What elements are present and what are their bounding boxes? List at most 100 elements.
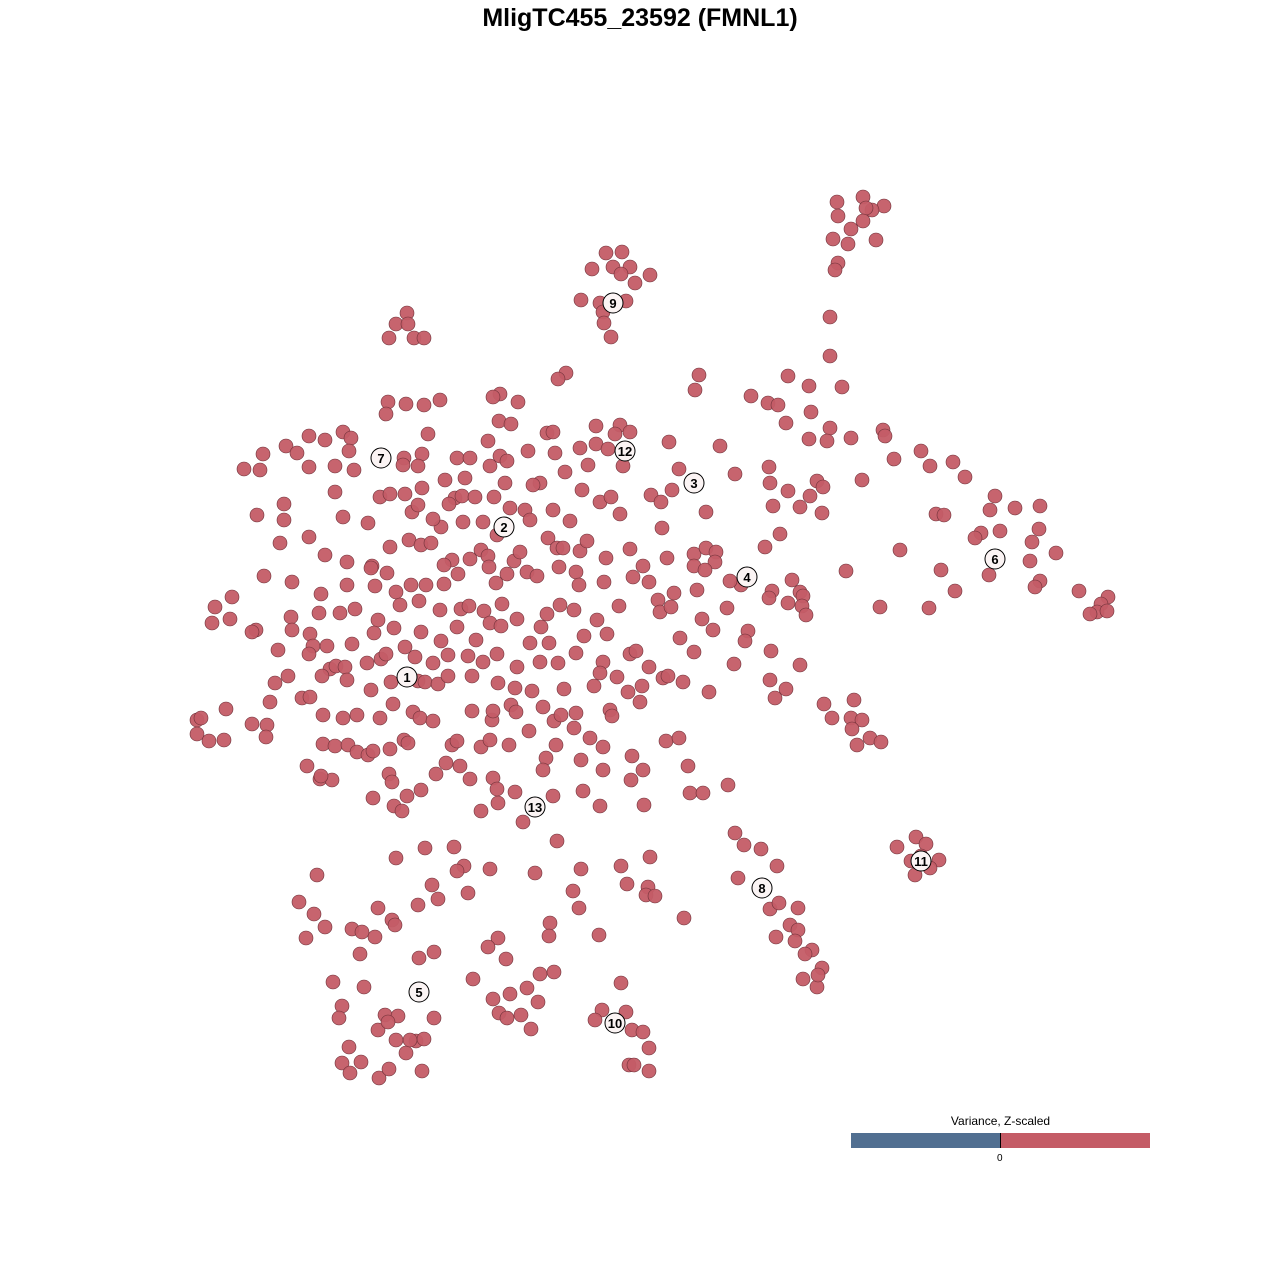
data-point (499, 1010, 515, 1026)
data-point (619, 876, 635, 892)
data-point (370, 612, 386, 628)
data-point (889, 839, 905, 855)
data-point (650, 592, 666, 608)
data-point (635, 1024, 651, 1040)
data-point (603, 329, 619, 345)
data-point (503, 416, 519, 432)
data-point (618, 1004, 634, 1020)
data-point (632, 694, 648, 710)
data-point (317, 919, 333, 935)
data-point (475, 654, 491, 670)
data-point (311, 605, 327, 621)
data-point (412, 710, 428, 726)
data-point (697, 562, 713, 578)
data-point (433, 633, 449, 649)
data-point (565, 883, 581, 899)
data-point (379, 565, 395, 581)
data-point (493, 618, 509, 634)
data-point (339, 672, 355, 688)
cluster-label-circle (910, 850, 932, 872)
data-point (201, 733, 217, 749)
data-point (628, 643, 644, 659)
data-point (787, 933, 803, 949)
data-point (507, 784, 523, 800)
cluster-label-circle (984, 548, 1006, 570)
data-point (341, 443, 357, 459)
data-point (642, 267, 658, 283)
data-point (1099, 603, 1115, 619)
data-point (792, 657, 808, 673)
data-point (562, 513, 578, 529)
data-point (365, 790, 381, 806)
data-point (521, 723, 537, 739)
data-point (622, 541, 638, 557)
data-point (499, 566, 515, 582)
data-point (604, 708, 620, 724)
cluster-label-text: 6 (991, 552, 998, 567)
data-point (539, 606, 555, 622)
data-point (449, 733, 465, 749)
data-point (753, 841, 769, 857)
data-point (425, 655, 441, 671)
data-point (707, 554, 723, 570)
cluster-label-circle (524, 796, 546, 818)
data-point (778, 415, 794, 431)
data-point (432, 602, 448, 618)
data-point (689, 582, 705, 598)
data-point (407, 649, 423, 665)
data-point (388, 1032, 404, 1048)
data-point (363, 560, 379, 576)
data-point (403, 577, 419, 593)
data-point (523, 1021, 539, 1037)
data-point (414, 1063, 430, 1079)
data-point (394, 803, 410, 819)
data-point (816, 696, 832, 712)
data-point (1022, 553, 1038, 569)
data-point (810, 967, 826, 983)
cluster-label-text: 1 (403, 670, 410, 685)
data-point (701, 684, 717, 700)
data-point (349, 707, 365, 723)
cluster-label-circle (604, 1012, 626, 1034)
data-point (476, 603, 492, 619)
data-point (727, 466, 743, 482)
data-point (317, 547, 333, 563)
data-point (571, 900, 587, 916)
data-point (339, 554, 355, 570)
data-point (825, 231, 841, 247)
data-point (767, 690, 783, 706)
data-point (642, 849, 658, 865)
data-point (502, 986, 518, 1002)
data-point (635, 558, 651, 574)
data-point (262, 694, 278, 710)
data-point (244, 624, 260, 640)
data-point (452, 758, 468, 774)
data-point (450, 566, 466, 582)
data-point (381, 330, 397, 346)
data-point (797, 946, 813, 962)
data-point (370, 900, 386, 916)
data-point (873, 734, 889, 750)
data-point (512, 544, 528, 560)
data-point (411, 593, 427, 609)
cluster-label-12: 12 (614, 440, 636, 462)
data-point (719, 600, 735, 616)
data-point (936, 507, 952, 523)
data-point (267, 675, 283, 691)
data-point (582, 730, 598, 746)
data-point (440, 647, 456, 663)
data-point (413, 624, 429, 640)
data-point (420, 426, 436, 442)
cluster-label-text: 10 (608, 1016, 622, 1031)
data-point (624, 748, 640, 764)
data-point (686, 644, 702, 660)
data-point (193, 710, 209, 726)
data-point (446, 839, 462, 855)
data-point (462, 450, 478, 466)
cluster-label-11: 11 (910, 850, 932, 872)
cluster-label-text: 7 (377, 451, 384, 466)
data-point (417, 840, 433, 856)
data-point (761, 459, 777, 475)
cluster-label-8: 8 (751, 877, 773, 899)
cluster-label-text: 3 (690, 476, 697, 491)
